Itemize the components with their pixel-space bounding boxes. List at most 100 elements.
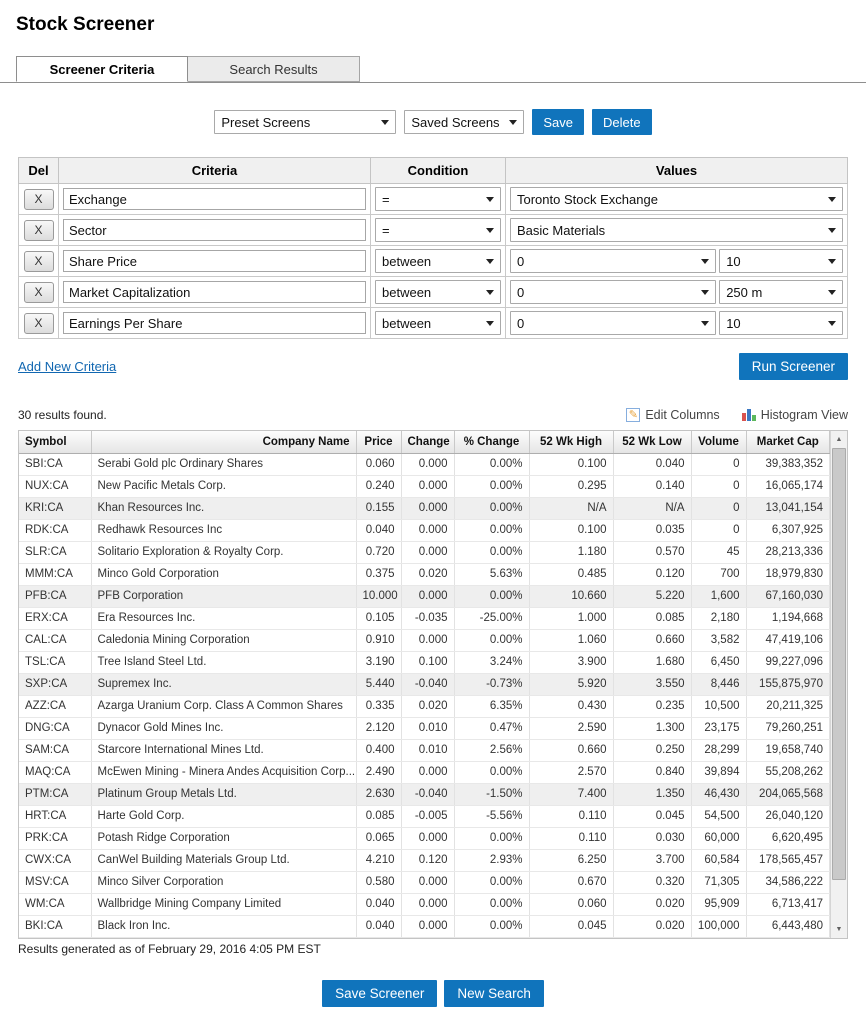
criteria-input[interactable]	[63, 250, 366, 272]
chevron-down-icon	[828, 228, 836, 233]
cell-change: 0.000	[401, 629, 454, 651]
criteria-input[interactable]	[63, 219, 366, 241]
tab-screener-criteria[interactable]: Screener Criteria	[16, 56, 188, 82]
results-table-container: Symbol Company Name Price Change % Chang…	[18, 430, 848, 939]
cell-pct-change: 0.00%	[454, 629, 529, 651]
value-select[interactable]: 10	[719, 249, 843, 273]
cell-52wk-high: 0.110	[529, 805, 613, 827]
cell-52wk-high: 5.920	[529, 673, 613, 695]
criteria-input[interactable]	[63, 312, 366, 334]
cell-company-name: Wallbridge Mining Company Limited	[91, 893, 356, 915]
table-row: PTM:CAPlatinum Group Metals Ltd.2.630-0.…	[19, 783, 830, 805]
cell-price: 0.375	[356, 563, 401, 585]
cell-company-name: Era Resources Inc.	[91, 607, 356, 629]
delete-criteria-button[interactable]: X	[24, 251, 54, 272]
tab-search-results[interactable]: Search Results	[188, 56, 360, 82]
col-52wk-low[interactable]: 52 Wk Low	[613, 431, 691, 453]
dropdown-value: between	[382, 254, 431, 269]
condition-select[interactable]: between	[375, 311, 501, 335]
condition-select[interactable]: =	[375, 187, 501, 211]
cell-company-name: Potash Ridge Corporation	[91, 827, 356, 849]
value-select[interactable]: 0	[510, 280, 716, 304]
edit-columns-link[interactable]: ✎ Edit Columns	[626, 408, 719, 422]
criteria-row: Xbetween 0 10	[19, 246, 848, 277]
table-row: SXP:CASupremex Inc.5.440-0.040-0.73%5.92…	[19, 673, 830, 695]
delete-button[interactable]: Delete	[592, 109, 652, 135]
table-row: PFB:CAPFB Corporation10.0000.0000.00%10.…	[19, 585, 830, 607]
col-change[interactable]: Change	[401, 431, 454, 453]
values-cell: Toronto Stock Exchange	[506, 184, 848, 215]
value-select[interactable]: 250 m	[719, 280, 843, 304]
add-new-criteria-link[interactable]: Add New Criteria	[18, 359, 116, 374]
criteria-del-cell: X	[19, 215, 59, 246]
delete-criteria-button[interactable]: X	[24, 220, 54, 241]
chevron-down-icon	[381, 120, 389, 125]
preset-screens-select[interactable]: Preset Screens	[214, 110, 396, 134]
value-select[interactable]: 0	[510, 311, 716, 335]
cell-price: 0.400	[356, 739, 401, 761]
cell-company-name: Harte Gold Corp.	[91, 805, 356, 827]
results-tools: ✎ Edit Columns Histogram View	[626, 408, 848, 422]
col-company-name[interactable]: Company Name	[91, 431, 356, 453]
cell-change: 0.000	[401, 519, 454, 541]
run-screener-button[interactable]: Run Screener	[739, 353, 848, 380]
cell-market-cap: 16,065,174	[746, 475, 830, 497]
new-search-button[interactable]: New Search	[444, 980, 544, 1007]
cell-market-cap: 13,041,154	[746, 497, 830, 519]
col-52wk-high[interactable]: 52 Wk High	[529, 431, 613, 453]
condition-select[interactable]: between	[375, 280, 501, 304]
cell-price: 0.240	[356, 475, 401, 497]
scrollbar-track[interactable]	[831, 447, 847, 922]
col-market-cap[interactable]: Market Cap	[746, 431, 830, 453]
cell-symbol: KRI:CA	[19, 497, 91, 519]
delete-criteria-button[interactable]: X	[24, 313, 54, 334]
scroll-down-arrow-icon[interactable]: ▼	[831, 922, 847, 938]
value-select[interactable]: 0	[510, 249, 716, 273]
value-select[interactable]: Basic Materials	[510, 218, 843, 242]
cell-change: 0.000	[401, 871, 454, 893]
table-row: MAQ:CAMcEwen Mining - Minera Andes Acqui…	[19, 761, 830, 783]
scroll-up-arrow-icon[interactable]: ▲	[831, 431, 847, 447]
cell-symbol: TSL:CA	[19, 651, 91, 673]
table-row: SBI:CASerabi Gold plc Ordinary Shares0.0…	[19, 453, 830, 475]
cell-change: 0.120	[401, 849, 454, 871]
saved-screens-select[interactable]: Saved Screens	[404, 110, 524, 134]
delete-criteria-button[interactable]: X	[24, 282, 54, 303]
value-select[interactable]: Toronto Stock Exchange	[510, 187, 843, 211]
criteria-name-cell	[59, 246, 371, 277]
criteria-input[interactable]	[63, 188, 366, 210]
chevron-down-icon	[486, 197, 494, 202]
cell-pct-change: 0.00%	[454, 475, 529, 497]
histogram-view-link[interactable]: Histogram View	[742, 408, 848, 422]
delete-criteria-button[interactable]: X	[24, 189, 54, 210]
value-select[interactable]: 10	[719, 311, 843, 335]
cell-company-name: CanWel Building Materials Group Ltd.	[91, 849, 356, 871]
values-cell: 0250 m	[506, 277, 848, 308]
condition-select[interactable]: between	[375, 249, 501, 273]
values-cell: 010	[506, 308, 848, 339]
col-pct-change[interactable]: % Change	[454, 431, 529, 453]
criteria-input[interactable]	[63, 281, 366, 303]
cell-symbol: PTM:CA	[19, 783, 91, 805]
condition-select[interactable]: =	[375, 218, 501, 242]
cell-change: 0.000	[401, 915, 454, 937]
criteria-header-row: Del Criteria Condition Values	[19, 158, 848, 184]
col-symbol[interactable]: Symbol	[19, 431, 91, 453]
cell-52wk-low: 0.120	[613, 563, 691, 585]
cell-volume: 6,450	[691, 651, 746, 673]
save-screener-button[interactable]: Save Screener	[322, 980, 437, 1007]
table-row: MSV:CAMinco Silver Corporation0.5800.000…	[19, 871, 830, 893]
dropdown-value: Toronto Stock Exchange	[517, 192, 658, 207]
cell-change: 0.000	[401, 541, 454, 563]
col-price[interactable]: Price	[356, 431, 401, 453]
cell-price: 0.060	[356, 453, 401, 475]
cell-pct-change: -25.00%	[454, 607, 529, 629]
cell-52wk-low: 3.700	[613, 849, 691, 871]
dropdown-value: 10	[726, 254, 740, 269]
col-volume[interactable]: Volume	[691, 431, 746, 453]
save-button[interactable]: Save	[532, 109, 584, 135]
tab-bar: Screener Criteria Search Results	[0, 56, 866, 83]
scrollbar-thumb[interactable]	[832, 448, 846, 880]
dropdown-value: 0	[517, 254, 524, 269]
cell-change: 0.000	[401, 893, 454, 915]
